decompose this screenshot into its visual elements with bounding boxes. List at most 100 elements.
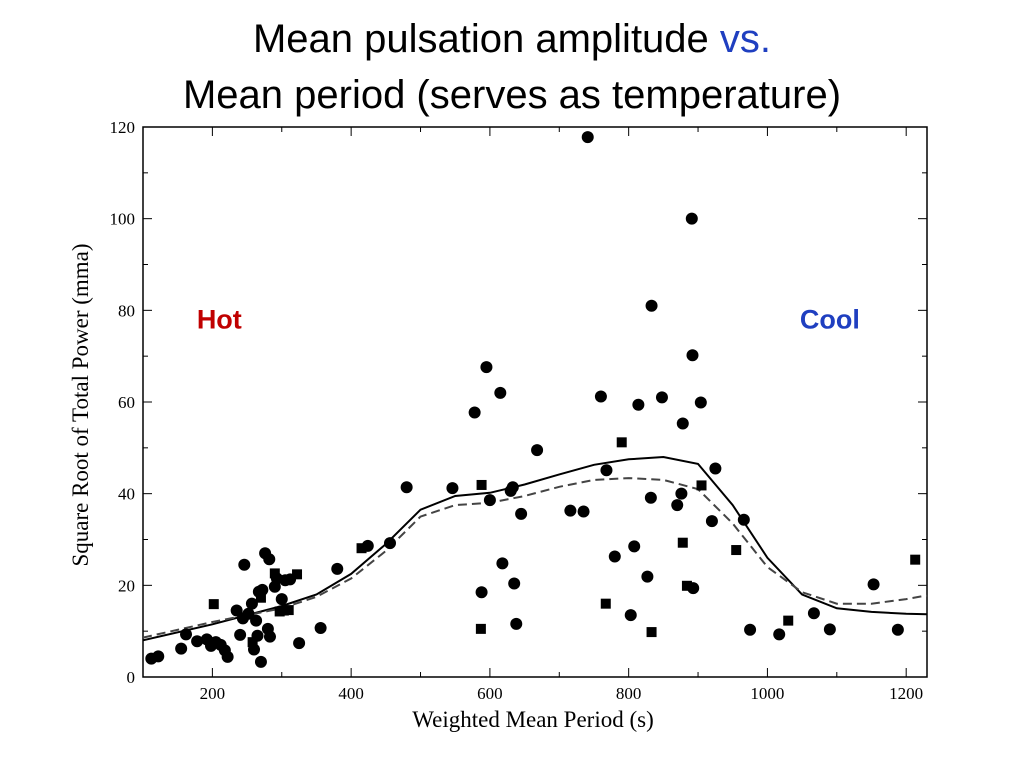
y-tick-label: 0: [127, 668, 136, 687]
data-point-circle: [744, 623, 757, 636]
data-point-circle: [508, 577, 521, 590]
data-point-circle: [577, 505, 590, 518]
data-point-circle: [383, 537, 396, 550]
data-point-square: [731, 545, 742, 556]
data-point-circle: [655, 391, 668, 404]
dashed-trend-line: [142, 477, 928, 639]
y-tick-label: 80: [118, 301, 135, 320]
data-point-circle: [891, 623, 904, 636]
data-point-square: [600, 598, 611, 609]
data-point-circle: [506, 481, 519, 494]
data-point-circle: [234, 628, 247, 641]
x-tick-label: 800: [616, 684, 642, 703]
data-point-circle: [480, 361, 493, 374]
data-point-square: [255, 592, 266, 603]
y-tick-label: 60: [118, 393, 135, 412]
data-point-circle: [773, 628, 786, 641]
data-point-circle: [250, 614, 263, 627]
annotation-cool: Cool: [800, 305, 860, 335]
data-point-circle: [628, 540, 641, 553]
data-point-square: [283, 605, 294, 616]
data-point-square: [292, 569, 303, 580]
data-point-circle: [242, 607, 255, 620]
x-tick-label: 600: [477, 684, 503, 703]
data-point-circle: [510, 617, 523, 630]
data-point-circle: [331, 562, 344, 575]
data-point-circle: [867, 578, 880, 591]
y-axis-label: Square Root of Total Power (mma): [68, 243, 93, 566]
data-point-circle: [709, 462, 722, 475]
data-point-circle: [644, 491, 657, 504]
data-point-circle: [263, 630, 276, 643]
data-point-circle: [468, 406, 481, 419]
x-tick-label: 1200: [889, 684, 923, 703]
chart-title-line1: Mean pulsation amplitude vs.: [0, 16, 1024, 62]
title-main-text: Mean pulsation amplitude: [252, 17, 709, 61]
x-tick-label: 400: [338, 684, 364, 703]
data-point-square: [646, 627, 657, 638]
data-point-circle: [645, 299, 658, 312]
data-point-circle: [400, 481, 413, 494]
data-point-circle: [624, 609, 637, 622]
data-point-circle: [632, 398, 645, 411]
data-point-circle: [608, 550, 621, 563]
data-point-circle: [494, 386, 507, 399]
data-point-circle: [245, 597, 258, 610]
data-point-circle: [175, 642, 188, 655]
data-point-square: [677, 537, 688, 548]
y-tick-label: 40: [118, 485, 135, 504]
data-point-circle: [446, 482, 459, 495]
x-tick-label: 1000: [750, 684, 784, 703]
data-point-square: [208, 599, 219, 610]
data-point-square: [783, 615, 794, 626]
y-tick-label: 20: [118, 576, 135, 595]
data-point-square: [910, 554, 921, 565]
data-point-circle: [685, 212, 698, 225]
data-point-circle: [675, 487, 688, 500]
data-point-circle: [515, 507, 528, 520]
chart-title-line2: Mean period (serves as temperature): [182, 73, 842, 117]
data-point-circle: [676, 417, 689, 430]
data-point-square: [681, 580, 692, 591]
data-point-circle: [496, 557, 509, 570]
data-point-circle: [671, 499, 684, 512]
data-point-square: [616, 437, 627, 448]
x-tick-label: 200: [200, 684, 226, 703]
data-point-circle: [263, 553, 276, 566]
data-point-circle: [594, 390, 607, 403]
data-point-square: [247, 637, 258, 648]
y-tick-label: 120: [110, 118, 136, 137]
data-point-circle: [694, 396, 707, 409]
data-point-circle: [275, 593, 288, 606]
data-point-circle: [705, 515, 718, 528]
annotation-hot: Hot: [197, 305, 242, 335]
solid-trend-line: [142, 455, 928, 642]
data-point-square: [475, 623, 486, 634]
data-point-circle: [737, 513, 750, 526]
data-point-square: [269, 568, 280, 579]
title-vs-text: vs.: [719, 17, 772, 61]
data-point-circle: [686, 349, 699, 362]
data-point-circle: [238, 558, 251, 571]
data-point-square: [476, 479, 487, 490]
data-point-circle: [807, 607, 820, 620]
data-point-circle: [581, 131, 594, 144]
data-point-circle: [531, 444, 544, 457]
data-point-circle: [152, 650, 165, 663]
data-point-circle: [564, 504, 577, 517]
x-axis-label: Weighted Mean Period (s): [412, 707, 654, 732]
y-tick-label: 100: [110, 210, 136, 229]
data-point-circle: [314, 621, 327, 634]
data-point-circle: [293, 637, 306, 650]
data-point-circle: [180, 628, 193, 641]
data-point-circle: [641, 570, 654, 583]
data-point-circle: [221, 650, 234, 663]
data-point-circle: [254, 655, 267, 668]
data-point-square: [356, 543, 367, 554]
data-point-circle: [600, 464, 613, 477]
data-point-circle: [483, 494, 496, 507]
data-point-circle: [823, 623, 836, 636]
data-point-circle: [475, 586, 488, 599]
data-point-square: [696, 480, 707, 491]
